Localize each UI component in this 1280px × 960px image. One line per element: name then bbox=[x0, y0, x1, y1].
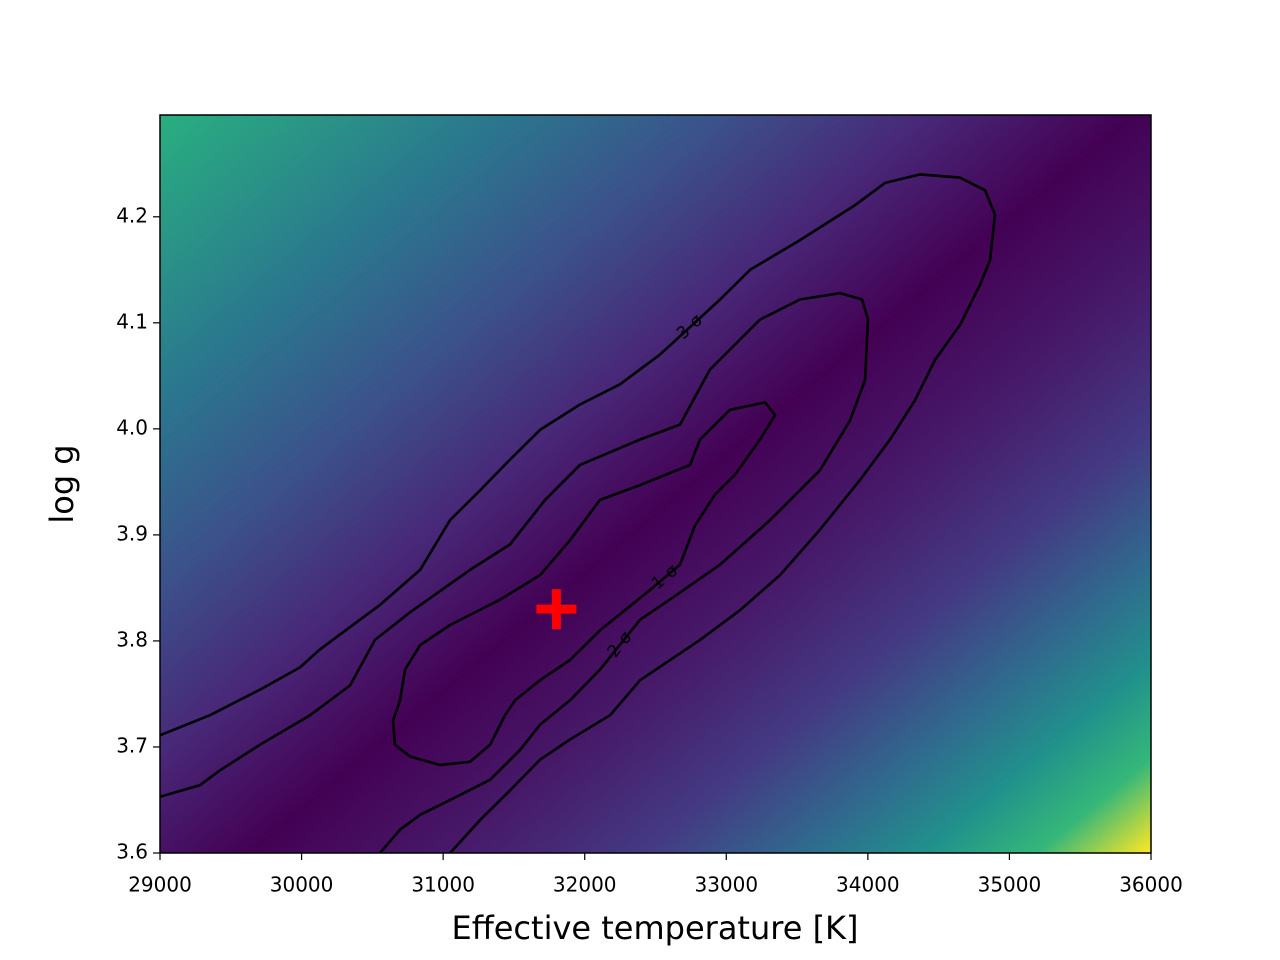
y-tick-label: 3.8 bbox=[116, 627, 148, 651]
y-tick-label: 3.9 bbox=[116, 521, 148, 545]
x-tick-label: 32000 bbox=[553, 873, 617, 897]
x-tick-label: 34000 bbox=[836, 873, 900, 897]
x-tick-label: 33000 bbox=[694, 873, 758, 897]
contour-line bbox=[160, 291, 870, 853]
x-tick-label: 35000 bbox=[978, 873, 1042, 897]
y-tick-label: 3.7 bbox=[116, 733, 148, 757]
axes-frame bbox=[159, 114, 1152, 854]
y-tick-label: 3.6 bbox=[116, 840, 148, 864]
y-axis-label: log g bbox=[43, 444, 81, 523]
x-axis-label: Effective temperature [K] bbox=[451, 909, 858, 947]
contour-line bbox=[160, 173, 997, 853]
x-tick-label: 30000 bbox=[270, 873, 334, 897]
x-tick-label: 31000 bbox=[411, 873, 475, 897]
x-tick-label: 36000 bbox=[1119, 873, 1183, 897]
y-tick-label: 4.0 bbox=[116, 415, 148, 439]
y-tick-label: 4.1 bbox=[116, 309, 148, 333]
x-tick-label: 29000 bbox=[128, 873, 192, 897]
heatmap bbox=[160, 115, 1151, 853]
best-fit-marker bbox=[536, 589, 577, 630]
contour-line bbox=[391, 401, 777, 767]
y-tick-label: 4.2 bbox=[116, 203, 148, 227]
